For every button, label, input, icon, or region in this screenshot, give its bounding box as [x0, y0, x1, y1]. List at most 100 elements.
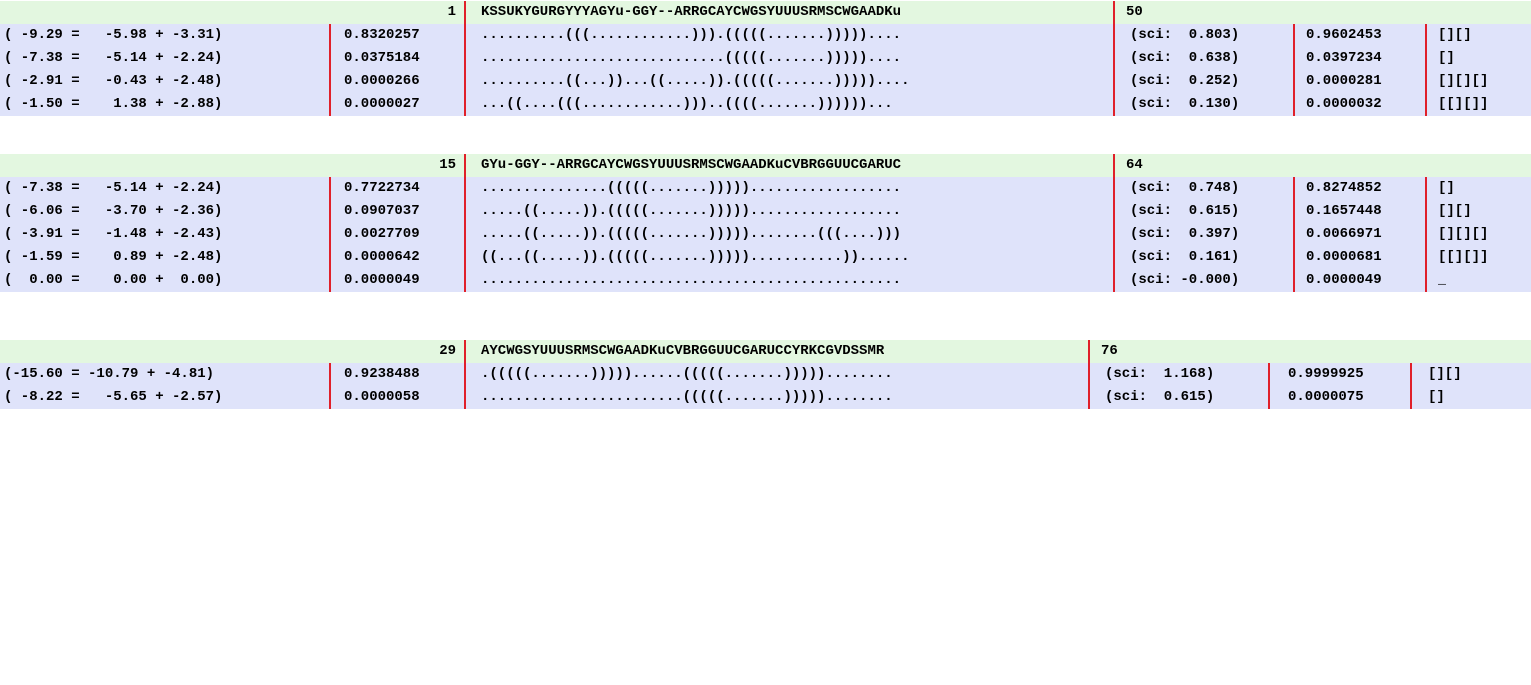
- column-divider: [329, 246, 331, 269]
- probability-2: 0.0000075: [1288, 389, 1364, 405]
- dot-bracket-structure: .....((.....)).(((((.......)))))........…: [481, 226, 902, 242]
- abstract-shape: []: [1438, 180, 1455, 196]
- column-divider: [464, 223, 466, 246]
- column-divider: [1268, 363, 1270, 386]
- column-divider: [1113, 70, 1115, 93]
- column-divider: [464, 340, 466, 363]
- column-divider: [1113, 246, 1115, 269]
- probability: 0.0000027: [344, 96, 420, 112]
- probability-2: 0.1657448: [1306, 203, 1382, 219]
- probability: 0.0027709: [344, 226, 420, 242]
- energy: ( -8.22 = -5.65 + -2.57): [4, 389, 223, 405]
- dot-bracket-structure: .....((.....)).(((((.......)))))........…: [481, 203, 902, 219]
- structure-row: ( 0.00 = 0.00 + 0.00) 0.0000049 ........…: [0, 269, 1531, 292]
- sci-score: (sci: 0.161): [1130, 249, 1240, 265]
- start-position: 29: [439, 343, 456, 359]
- column-divider: [464, 24, 466, 47]
- column-divider: [1088, 363, 1090, 386]
- dot-bracket-structure: ...((....(((............)))..((((.......…: [481, 96, 893, 112]
- column-divider: [1113, 269, 1115, 292]
- probability: 0.0375184: [344, 50, 420, 66]
- dot-bracket-structure: ........................(((((.......))))…: [481, 389, 893, 405]
- sci-score: (sci: 0.252): [1130, 73, 1240, 89]
- dot-bracket-structure: ..........((...))...((.....)).(((((.....…: [481, 73, 910, 89]
- column-divider: [1113, 93, 1115, 116]
- column-divider: [1113, 177, 1115, 200]
- column-divider: [1088, 386, 1090, 409]
- column-divider: [1293, 269, 1295, 292]
- column-divider: [464, 70, 466, 93]
- sci-score: (sci: 0.615): [1130, 203, 1240, 219]
- structure-row: (-15.60 = -10.79 + -4.81) 0.9238488 .(((…: [0, 363, 1531, 386]
- dot-bracket-structure: ..........(((............))).(((((......…: [481, 27, 902, 43]
- sci-score: (sci: 0.615): [1105, 389, 1215, 405]
- probability: 0.9238488: [344, 366, 420, 382]
- abstract-shape: [][][]: [1438, 226, 1489, 242]
- probability: 0.0000266: [344, 73, 420, 89]
- column-divider: [464, 1, 466, 24]
- structure-row: ( -2.91 = -0.43 + -2.48) 0.0000266 .....…: [0, 70, 1531, 93]
- sci-score: (sci: 0.638): [1130, 50, 1240, 66]
- probability: 0.7722734: [344, 180, 420, 196]
- structure-row: ( -1.50 = 1.38 + -2.88) 0.0000027 ...((.…: [0, 93, 1531, 116]
- energy: ( -1.59 = 0.89 + -2.48): [4, 249, 223, 265]
- column-divider: [464, 363, 466, 386]
- column-divider: [1425, 269, 1427, 292]
- column-divider: [1113, 200, 1115, 223]
- column-divider: [1293, 70, 1295, 93]
- abstract-shape: []: [1428, 389, 1445, 405]
- column-divider: [464, 177, 466, 200]
- column-divider: [1410, 363, 1412, 386]
- sci-score: (sci: 0.748): [1130, 180, 1240, 196]
- end-position: 76: [1101, 343, 1118, 359]
- sci-score: (sci: 1.168): [1105, 366, 1215, 382]
- sci-score: (sci: 0.803): [1130, 27, 1240, 43]
- column-divider: [329, 93, 331, 116]
- column-divider: [1268, 386, 1270, 409]
- probability-2: 0.0397234: [1306, 50, 1382, 66]
- column-divider: [329, 386, 331, 409]
- column-divider: [1113, 1, 1115, 24]
- start-position: 1: [447, 4, 456, 20]
- dot-bracket-structure: .(((((.......)))))......(((((.......))))…: [481, 366, 893, 382]
- structure-row: ( -8.22 = -5.65 + -2.57) 0.0000058 .....…: [0, 386, 1531, 409]
- column-divider: [464, 47, 466, 70]
- abstract-shape: [][]: [1438, 203, 1472, 219]
- energy: ( -1.50 = 1.38 + -2.88): [4, 96, 223, 112]
- consensus-sequence: GYu-GGY--ARRGCAYCWGSYUUUSRMSCWGAADKuCVBR…: [481, 157, 902, 173]
- column-divider: [1425, 24, 1427, 47]
- column-divider: [464, 269, 466, 292]
- block-header: 29 AYCWGSYUUUSRMSCWGAADKuCVBRGGUUCGARUCC…: [0, 340, 1531, 363]
- sci-score: (sci: 0.130): [1130, 96, 1240, 112]
- column-divider: [464, 93, 466, 116]
- energy: ( -3.91 = -1.48 + -2.43): [4, 226, 223, 242]
- column-divider: [1113, 47, 1115, 70]
- column-divider: [1113, 223, 1115, 246]
- alignment-block-1: 1 KSSUKYGURGYYYAGYu-GGY--ARRGCAYCWGSYUUU…: [0, 1, 1531, 116]
- column-divider: [329, 47, 331, 70]
- probability-2: 0.0000049: [1306, 272, 1382, 288]
- probability: 0.0907037: [344, 203, 420, 219]
- end-position: 64: [1126, 157, 1143, 173]
- column-divider: [329, 177, 331, 200]
- abstract-shape: [[][]]: [1438, 96, 1489, 112]
- column-divider: [1113, 24, 1115, 47]
- column-divider: [1425, 223, 1427, 246]
- column-divider: [1425, 70, 1427, 93]
- alignment-block-2: 15 GYu-GGY--ARRGCAYCWGSYUUUSRMSCWGAADKuC…: [0, 154, 1531, 292]
- probability-2: 0.8274852: [1306, 180, 1382, 196]
- column-divider: [329, 223, 331, 246]
- column-divider: [1425, 200, 1427, 223]
- abstract-shape: [[][]]: [1438, 249, 1489, 265]
- end-position: 50: [1126, 4, 1143, 20]
- structure-row: ( -3.91 = -1.48 + -2.43) 0.0027709 .....…: [0, 223, 1531, 246]
- probability-2: 0.9602453: [1306, 27, 1382, 43]
- structure-row: ( -6.06 = -3.70 + -2.36) 0.0907037 .....…: [0, 200, 1531, 223]
- structure-row: ( -1.59 = 0.89 + -2.48) 0.0000642 ((...(…: [0, 246, 1531, 269]
- abstract-shape: [][]: [1438, 27, 1472, 43]
- energy: (-15.60 = -10.79 + -4.81): [4, 366, 215, 382]
- column-divider: [1293, 246, 1295, 269]
- column-divider: [464, 386, 466, 409]
- dot-bracket-structure: ((...((.....)).(((((.......)))))........…: [481, 249, 910, 265]
- consensus-sequence: KSSUKYGURGYYYAGYu-GGY--ARRGCAYCWGSYUUUSR…: [481, 4, 902, 20]
